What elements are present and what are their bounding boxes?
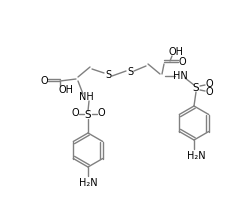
Text: O: O [205, 79, 213, 89]
Text: O: O [40, 76, 48, 86]
Text: S: S [127, 67, 133, 77]
Text: H₂N: H₂N [79, 178, 97, 188]
Text: S: S [105, 70, 111, 80]
Text: O: O [97, 108, 105, 118]
Text: O: O [71, 108, 79, 118]
Text: H₂N: H₂N [187, 151, 205, 161]
Text: OH: OH [59, 85, 73, 95]
Text: S: S [193, 83, 199, 93]
Text: OH: OH [169, 47, 184, 57]
Text: HN: HN [173, 71, 187, 81]
Text: O: O [205, 87, 213, 97]
Text: NH: NH [79, 92, 93, 102]
Text: O: O [178, 57, 186, 67]
Text: S: S [85, 110, 91, 120]
